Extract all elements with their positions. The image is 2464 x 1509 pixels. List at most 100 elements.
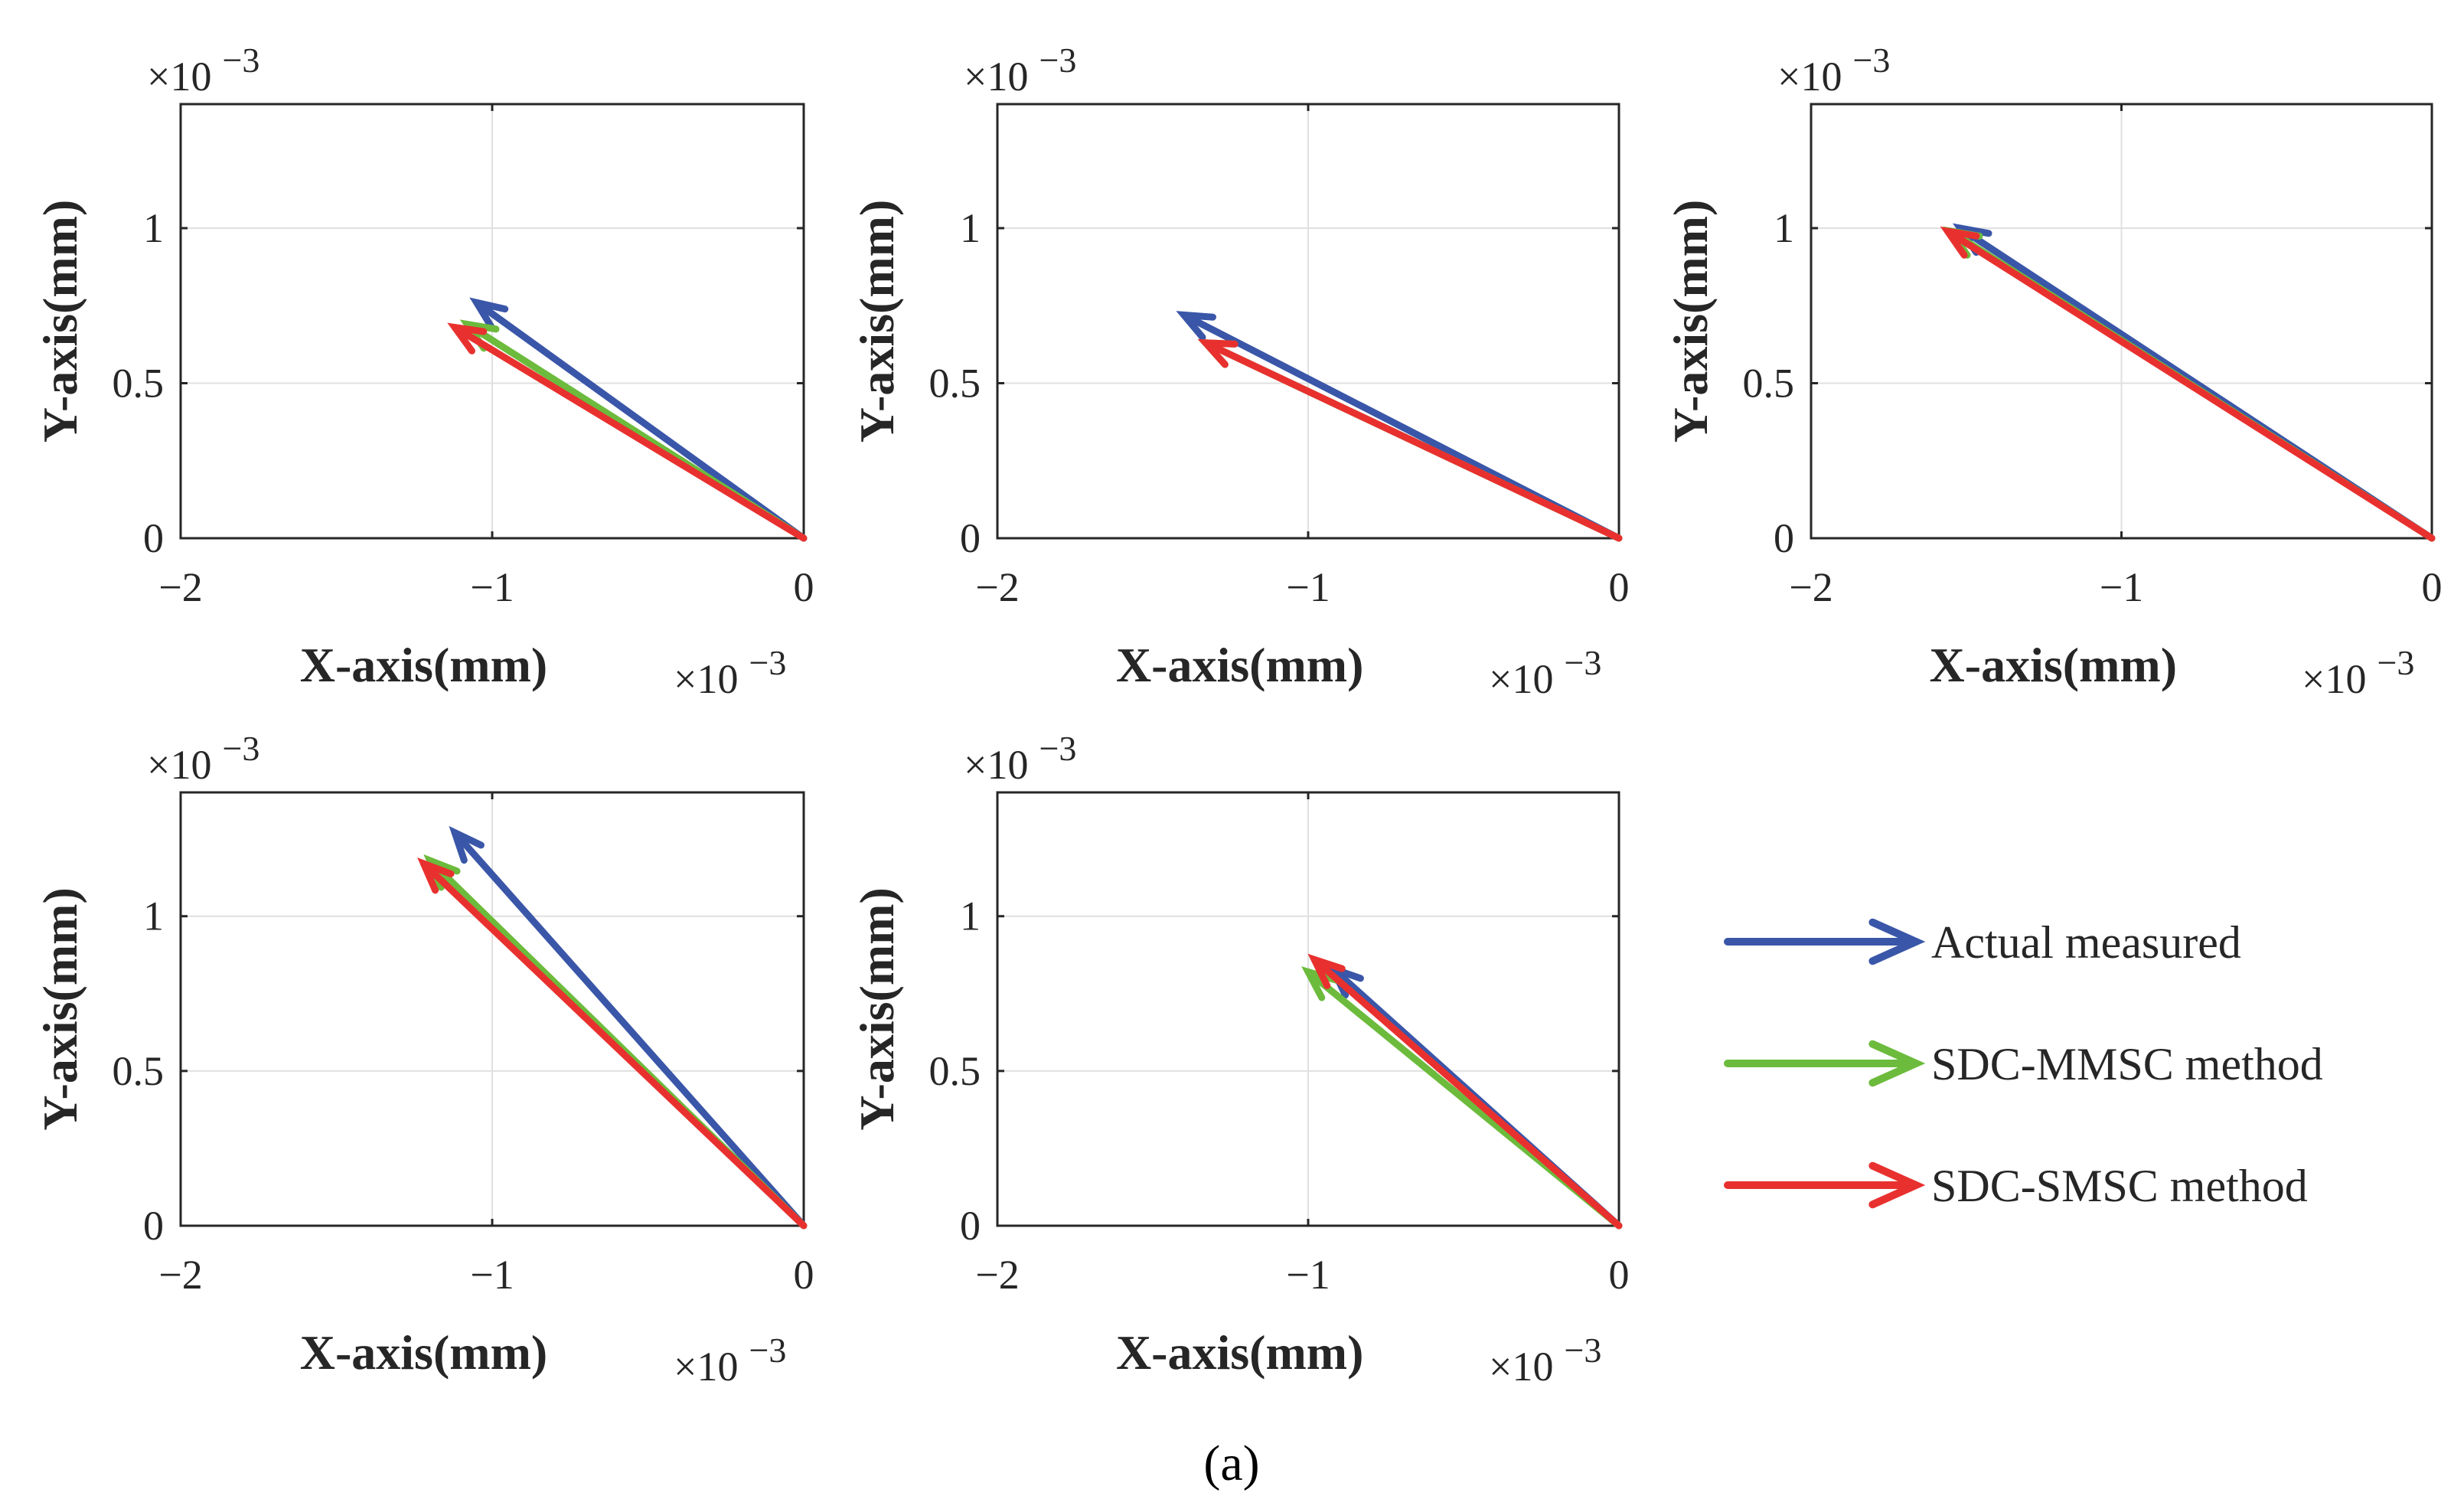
x-tick-label: −2 <box>975 1252 1019 1298</box>
arrow-smsc-head <box>1197 338 1239 368</box>
arrow-actual-shaft <box>451 829 808 1230</box>
arrow-smsc <box>1940 226 2436 542</box>
x-multiplier-exponent: −3 <box>749 643 786 682</box>
x-tick-label: −1 <box>2100 564 2143 610</box>
x-tick-label: 0 <box>1609 1252 1630 1298</box>
y-tick-label: 0.5 <box>113 361 165 407</box>
y-tick-label: 1 <box>960 205 981 251</box>
x-axis-label: X-axis(mm) <box>300 1325 547 1380</box>
y-multiplier: ×10 −3 <box>147 41 259 100</box>
arrow-smsc-shaft <box>419 860 808 1230</box>
arrow-smsc-head <box>1940 226 1980 259</box>
x-multiplier-base: ×10 <box>674 656 738 702</box>
y-tick-label: 0 <box>960 515 981 561</box>
y-multiplier-exponent: −3 <box>1039 41 1076 80</box>
x-multiplier: ×10 −3 <box>2302 643 2414 702</box>
y-tick-label: 0.5 <box>113 1048 165 1094</box>
x-multiplier-base: ×10 <box>2302 656 2366 702</box>
y-axis-label: Y-axis(mm) <box>1663 200 1718 443</box>
x-multiplier-exponent: −3 <box>1564 1331 1601 1370</box>
legend-arrow-smsc <box>1724 1161 1926 1209</box>
arrow-actual-shaft <box>473 299 808 542</box>
x-tick-label: 0 <box>2422 564 2443 610</box>
arrow-actual-head <box>449 825 485 864</box>
x-axis-label: X-axis(mm) <box>1930 638 2177 692</box>
y-tick-label: 0.5 <box>929 1048 981 1094</box>
y-multiplier-base: ×10 <box>964 742 1028 788</box>
x-tick-label: 0 <box>794 564 814 610</box>
x-tick-label: −2 <box>975 564 1019 610</box>
y-tick-label: 1 <box>143 893 164 939</box>
legend-label: SDC-SMSC method <box>1931 1161 2308 1211</box>
x-multiplier: ×10 −3 <box>674 643 786 702</box>
chart-panel-5: −2 −1 0 0 0.5 1 ×10 −3 ×10 −3 X-axis(mm) Y-axis(mm) <box>850 729 1630 1390</box>
y-multiplier: ×10 −3 <box>147 729 259 788</box>
legend-arrow-actual <box>1724 918 1926 965</box>
x-multiplier-base: ×10 <box>674 1344 738 1390</box>
arrow-actual <box>449 825 808 1230</box>
y-tick-label: 1 <box>960 893 981 939</box>
legend: Actual measured SDC-MMSC method SDC-SMSC m… <box>1724 917 2323 1211</box>
y-axis-label: Y-axis(mm) <box>33 200 87 443</box>
x-multiplier: ×10 −3 <box>674 1331 786 1390</box>
arrow-smsc <box>1197 338 1623 542</box>
x-multiplier: ×10 −3 <box>1489 1331 1601 1390</box>
x-tick-label: 0 <box>794 1252 814 1298</box>
arrow-smsc <box>447 322 808 542</box>
legend-arrow-mmsc-head <box>1868 1040 1926 1087</box>
plots-group: −2 −1 0 0 0.5 1 ×10 −3 ×10 −3 X-axis(mm) Y-axis(mm)… <box>33 41 2443 1390</box>
x-multiplier-base: ×10 <box>1489 1344 1553 1390</box>
x-tick-label: −2 <box>158 564 202 610</box>
y-tick-label: 0 <box>143 1203 164 1249</box>
legend-item-smsc: SDC-SMSC method <box>1724 1161 2308 1211</box>
arrow-smsc <box>417 857 808 1230</box>
y-multiplier-exponent: −3 <box>222 729 259 768</box>
y-tick-label: 0.5 <box>1743 361 1795 407</box>
chart-panel-4: −2 −1 0 0 0.5 1 ×10 −3 ×10 −3 X-axis(mm) Y-axis(mm) <box>33 729 814 1390</box>
figure-caption: (a) <box>1203 1436 1259 1491</box>
x-tick-label: −1 <box>1286 564 1330 610</box>
x-tick-label: 0 <box>1609 564 1630 610</box>
x-multiplier: ×10 −3 <box>1489 643 1601 702</box>
arrow-smsc-shaft <box>1202 339 1623 542</box>
x-axis-label: X-axis(mm) <box>300 638 547 692</box>
y-multiplier: ×10 −3 <box>1777 41 1890 100</box>
legend-label: Actual measured <box>1931 917 2241 968</box>
y-tick-label: 0.5 <box>929 361 981 407</box>
legend-item-actual: Actual measured <box>1724 917 2241 968</box>
y-tick-label: 0 <box>143 515 164 561</box>
arrow-smsc-head <box>447 322 488 354</box>
arrow-smsc-head <box>1307 953 1346 989</box>
y-tick-label: 1 <box>143 205 164 251</box>
x-multiplier-exponent: −3 <box>1564 643 1601 682</box>
y-axis-label: Y-axis(mm) <box>850 887 904 1131</box>
y-multiplier-base: ×10 <box>964 54 1028 100</box>
y-multiplier: ×10 −3 <box>964 729 1076 788</box>
x-axis-label: X-axis(mm) <box>1116 638 1363 692</box>
legend-arrow-smsc-head <box>1868 1161 1926 1209</box>
chart-panel-1: −2 −1 0 0 0.5 1 ×10 −3 ×10 −3 X-axis(mm) Y-axis(mm) <box>33 41 814 702</box>
x-tick-label: −1 <box>470 1252 514 1298</box>
y-multiplier-exponent: −3 <box>222 41 259 80</box>
legend-label: SDC-MMSC method <box>1931 1039 2323 1089</box>
arrow-actual-head <box>1176 311 1216 341</box>
y-multiplier-base: ×10 <box>1777 54 1842 100</box>
arrow-smsc-shaft <box>451 324 808 542</box>
chart-panel-2: −2 −1 0 0 0.5 1 ×10 −3 ×10 −3 X-axis(mm) Y-axis(mm) <box>850 41 1630 702</box>
y-multiplier-exponent: −3 <box>1852 41 1890 80</box>
arrow-smsc-shaft <box>1310 955 1623 1230</box>
x-axis-label: X-axis(mm) <box>1116 1325 1363 1380</box>
x-tick-label: −1 <box>470 564 514 610</box>
y-multiplier: ×10 −3 <box>964 41 1076 100</box>
x-multiplier-exponent: −3 <box>2377 643 2414 682</box>
arrow-smsc-head <box>417 857 455 894</box>
y-multiplier-base: ×10 <box>147 742 211 788</box>
y-multiplier-base: ×10 <box>147 54 211 100</box>
legend-item-mmsc: SDC-MMSC method <box>1724 1039 2323 1089</box>
x-multiplier-exponent: −3 <box>749 1331 786 1370</box>
y-axis-label: Y-axis(mm) <box>33 887 87 1131</box>
x-tick-label: −2 <box>1789 564 1832 610</box>
legend-arrow-mmsc <box>1724 1040 1926 1087</box>
x-tick-label: −1 <box>1286 1252 1330 1298</box>
y-tick-label: 1 <box>1774 205 1794 251</box>
